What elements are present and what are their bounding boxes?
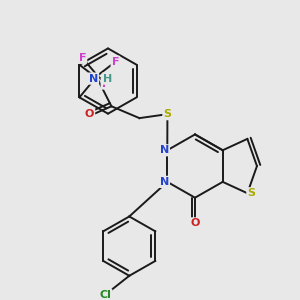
- Text: F: F: [79, 53, 86, 63]
- Text: S: S: [164, 109, 171, 119]
- Text: N: N: [160, 177, 169, 187]
- Text: H: H: [103, 74, 112, 84]
- Text: Cl: Cl: [99, 290, 111, 300]
- Text: F: F: [102, 79, 109, 88]
- Text: F: F: [112, 57, 119, 67]
- Text: N: N: [160, 145, 169, 155]
- Text: S: S: [248, 188, 255, 198]
- Text: O: O: [190, 218, 200, 228]
- Text: N: N: [89, 74, 98, 84]
- Text: O: O: [85, 109, 94, 119]
